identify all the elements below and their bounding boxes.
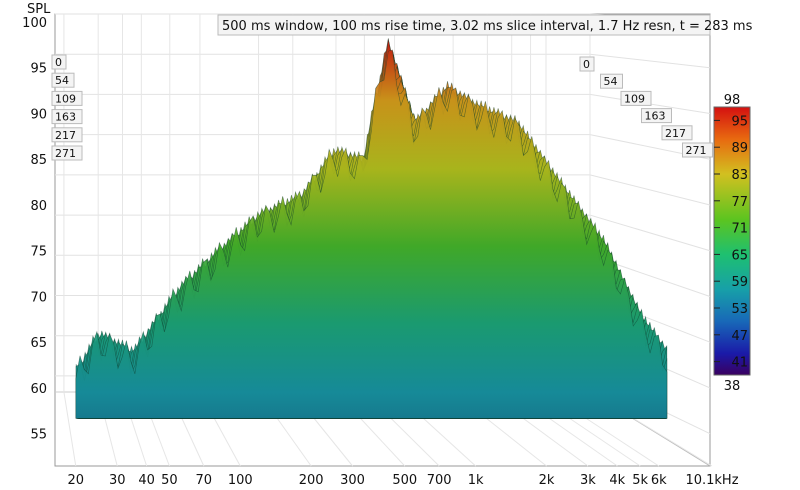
waterfall-surface: [75, 38, 668, 419]
x-tick-label: 5k: [632, 473, 648, 488]
x-tick-label: 70: [196, 473, 213, 488]
colorbar-tick-label: 95: [731, 114, 748, 129]
time-tick-label-right: 109: [624, 92, 645, 105]
y-tick-label: 75: [30, 245, 47, 260]
grid-line-floor: [63, 391, 77, 467]
x-tick-label: 20: [67, 473, 84, 488]
time-tick-label-left: 163: [55, 111, 76, 124]
x-tick-label: 4k: [609, 473, 625, 488]
x-axis: 20 30 40 50 70 100 200 300 500 700 1k 2k 3k 4k 5k 6k 10.…: [67, 473, 738, 488]
x-tick-label: 10.1kHz: [685, 473, 738, 488]
waterfall-slice: [75, 49, 668, 419]
x-tick-label: 200: [299, 473, 324, 488]
colorbar-tick-label: 41: [731, 356, 748, 371]
time-tick-box: [51, 90, 83, 106]
time-tick-label-right: 0: [583, 58, 590, 71]
time-tick-label-right: 54: [604, 75, 618, 88]
time-tick-box: [600, 73, 623, 89]
time-tick-box: [51, 54, 67, 70]
time-tick-label-left: 109: [55, 92, 76, 105]
x-tick-label: 300: [340, 473, 365, 488]
colorbar-tick-label: 65: [731, 248, 748, 263]
time-tick-box: [579, 56, 595, 72]
x-tick-label: 3k: [580, 473, 596, 488]
y-tick-label: 55: [30, 428, 47, 443]
time-tick-box: [51, 109, 83, 125]
title-box: [217, 14, 711, 36]
grid-line-side: [589, 214, 711, 252]
time-tick-label-left: 217: [55, 129, 76, 142]
time-tick-label-left: 271: [55, 147, 76, 160]
x-tick-label: 6k: [651, 473, 667, 488]
x-tick-label: 500: [392, 473, 417, 488]
y-tick-label: 90: [30, 107, 47, 122]
y-tick-label: 70: [30, 290, 47, 305]
time-tick-box: [51, 72, 75, 88]
x-tick-label: 2k: [539, 473, 555, 488]
grid-line-side: [589, 53, 711, 69]
y-tick-label: 65: [30, 336, 47, 351]
colorbar-max-label: 98: [724, 93, 741, 108]
x-tick-label: 1k: [468, 473, 484, 488]
time-tick-box: [661, 125, 693, 141]
x-tick-label: 700: [427, 473, 452, 488]
colorbar-tick-label: 89: [731, 141, 748, 156]
y-tick-label: 60: [30, 382, 47, 397]
colorbar-gradient: [713, 106, 751, 376]
x-tick-label: 40: [138, 473, 155, 488]
y-axis-label: SPL: [27, 2, 51, 17]
y-tick-label: 80: [30, 199, 47, 214]
colorbar-tick-label: 83: [731, 168, 748, 183]
time-tick-label-right: 217: [665, 127, 686, 140]
y-axis: 100 95 90 85 80 75 70 65 60 55: [22, 16, 47, 443]
x-tick-label: 50: [161, 473, 178, 488]
y-tick-label: 100: [22, 16, 47, 31]
colorbar-tick-label: 47: [731, 329, 748, 344]
chart-title: 500 ms window, 100 ms rise time, 3.02 ms…: [222, 19, 753, 34]
time-tick-label-right: 163: [645, 110, 666, 123]
time-tick-label-right: 271: [686, 144, 707, 157]
colorbar: 98 38 95 89 83 77 71 65 59 53 47 41: [713, 93, 751, 394]
time-tick-box: [51, 127, 83, 143]
grid-line-side: [589, 174, 711, 206]
y-tick-label: 95: [30, 62, 47, 77]
y-tick-label: 85: [30, 153, 47, 168]
colorbar-tick-label: 77: [731, 195, 748, 210]
colorbar-tick-label: 59: [731, 275, 748, 290]
time-tick-box: [682, 142, 713, 158]
time-tick-label-left: 0: [55, 56, 62, 69]
colorbar-tick-label: 71: [731, 222, 748, 237]
colorbar-tick-label: 53: [731, 302, 748, 317]
time-tick-label-left: 54: [55, 74, 69, 87]
time-tick-box: [641, 108, 672, 124]
colorbar-min-label: 38: [724, 379, 741, 394]
x-tick-label: 30: [109, 473, 126, 488]
time-tick-box: [620, 90, 652, 106]
x-tick-label: 100: [228, 473, 253, 488]
time-tick-box: [51, 145, 83, 161]
